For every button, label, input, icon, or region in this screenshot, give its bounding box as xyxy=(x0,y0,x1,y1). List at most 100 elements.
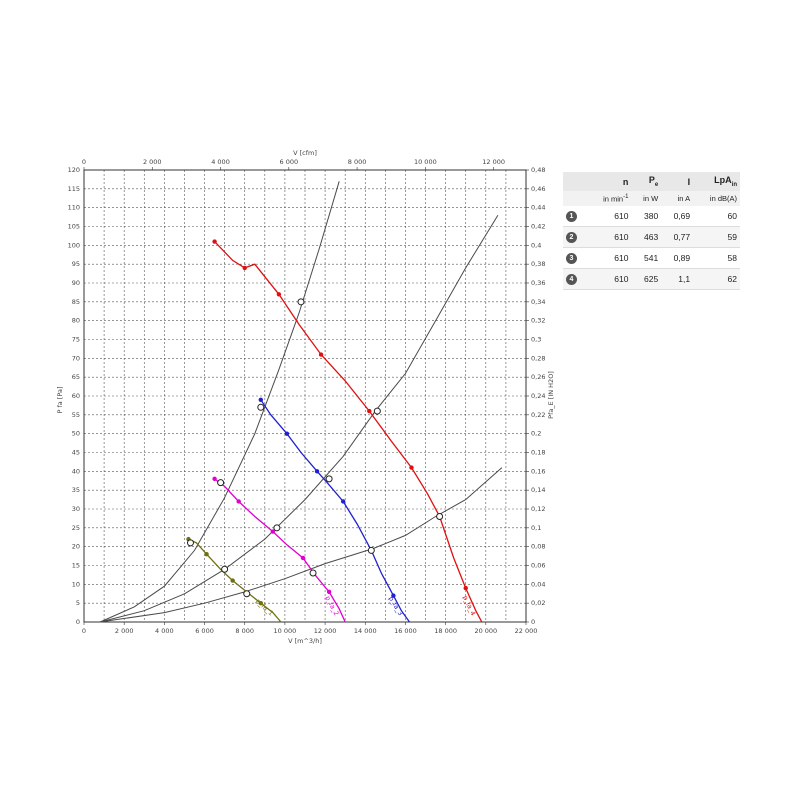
bottom-tick-label: 22 000 xyxy=(515,627,538,635)
curve-marker-pfa_1 xyxy=(258,600,263,606)
left-tick-label: 60 xyxy=(72,392,80,400)
cell-lpa: 60 xyxy=(727,211,737,221)
curve-marker-pfa_2 xyxy=(236,499,241,504)
operating-point xyxy=(367,546,375,554)
header-i: I xyxy=(661,172,694,191)
grid xyxy=(84,170,526,622)
right-tick-label: 0,32 xyxy=(531,317,545,325)
top-axis-title: V [cfm] xyxy=(293,149,317,157)
curve-marker-pfa_4 xyxy=(318,352,324,357)
bottom-tick-label: 0 xyxy=(82,627,86,635)
unit-i: in A xyxy=(661,191,694,206)
top-tick-label: 10 000 xyxy=(414,158,437,166)
system-curve xyxy=(99,181,340,623)
left-tick-label: 120 xyxy=(68,166,80,174)
right-tick-label: 0,02 xyxy=(531,599,545,607)
right-tick-label: 0,16 xyxy=(531,467,545,475)
left-tick-label: 5 xyxy=(76,599,80,607)
right-tick-label: 0,22 xyxy=(531,411,545,419)
operating-point xyxy=(325,475,333,483)
left-axis-title: P fa [Pa] xyxy=(56,386,64,413)
right-tick-label: 0,26 xyxy=(531,373,545,381)
row-number-badge: 3 xyxy=(566,253,577,264)
left-tick-label: 115 xyxy=(68,185,80,193)
curve-marker-pfa_3 xyxy=(340,499,346,504)
operating-point xyxy=(297,298,305,306)
table-row: 4 610 625 1,1 62 xyxy=(563,268,740,290)
curve-pfa_2 xyxy=(214,478,346,623)
bottom-tick-label: 20 000 xyxy=(474,627,497,635)
right-tick-label: 0,08 xyxy=(531,543,545,551)
row-number-badge: 4 xyxy=(566,274,577,285)
left-tick-label: 85 xyxy=(72,298,80,306)
right-tick-label: 0 xyxy=(531,618,535,626)
left-tick-label: 110 xyxy=(68,204,80,212)
curve-marker-pfa_3 xyxy=(314,469,320,474)
right-tick-label: 0,44 xyxy=(531,204,545,212)
cell-n: 610 xyxy=(614,211,629,221)
bottom-axis-title: V [m^3/h] xyxy=(288,637,322,645)
left-tick-label: 45 xyxy=(72,449,80,457)
right-tick-label: 0,12 xyxy=(531,505,545,513)
right-tick-label: 0,42 xyxy=(531,223,545,231)
system-curve xyxy=(99,214,499,623)
table-header-row: n Pe I LpAin xyxy=(563,172,740,191)
row-number-badge: 2 xyxy=(566,232,577,243)
top-tick-label: 2 000 xyxy=(143,158,162,166)
left-tick-label: 105 xyxy=(68,223,80,231)
header-empty xyxy=(563,172,587,191)
cell-lpa: 59 xyxy=(727,232,737,242)
cell-pe: 541 xyxy=(643,253,659,263)
bottom-tick-label: 12 000 xyxy=(314,627,337,635)
right-tick-label: 0,38 xyxy=(531,260,545,268)
left-tick-label: 40 xyxy=(72,467,80,475)
cell-lpa: 58 xyxy=(727,253,737,263)
table-row: 3 610 541 0,89 58 xyxy=(563,247,740,269)
curve-marker-pfa_2 xyxy=(326,589,332,595)
right-tick-label: 0,28 xyxy=(531,354,545,362)
bottom-tick-label: 16 000 xyxy=(394,627,417,635)
right-tick-label: 0,2 xyxy=(531,430,541,438)
header-pe: Pe xyxy=(631,172,662,191)
left-tick-label: 15 xyxy=(72,562,80,570)
curve-pfa_4 xyxy=(214,241,483,623)
operating-point xyxy=(257,403,265,411)
cell-pe: 625 xyxy=(643,274,659,284)
curve-marker-pfa_1 xyxy=(204,552,209,557)
left-tick-label: 70 xyxy=(72,354,80,362)
bottom-tick-label: 2 000 xyxy=(115,627,134,635)
curve-marker-pfa_1 xyxy=(230,578,235,583)
unit-empty xyxy=(563,191,587,206)
unit-pe: in W xyxy=(631,191,662,206)
top-tick-label: 8 000 xyxy=(348,158,367,166)
operating-point xyxy=(217,479,225,487)
right-tick-label: 0,04 xyxy=(531,580,545,588)
right-tick-label: 0,4 xyxy=(531,241,541,249)
left-tick-label: 100 xyxy=(68,241,80,249)
curve-marker-pfa_3 xyxy=(284,431,290,436)
bottom-tick-label: 14 000 xyxy=(354,627,377,635)
curve-marker-pfa_2 xyxy=(270,529,276,534)
axes: 0 5 10 15 20 25 30 35 40 45 50 55 60 65 70 75 80 85 90 95 10… xyxy=(56,149,555,645)
right-tick-label: 0,34 xyxy=(531,298,545,306)
left-tick-label: 35 xyxy=(72,486,80,494)
right-tick-label: 0,36 xyxy=(531,279,545,287)
curve-marker-pfa_4 xyxy=(212,239,217,244)
row-number-badge: 1 xyxy=(566,211,577,222)
table-row: 2 610 463 0,77 59 xyxy=(563,226,740,248)
bottom-tick-label: 6 000 xyxy=(195,627,214,635)
curve-marker-pfa_4 xyxy=(367,408,372,414)
left-tick-label: 55 xyxy=(72,411,80,419)
top-tick-label: 0 xyxy=(82,158,86,166)
curve-marker-pfa_4 xyxy=(463,585,468,591)
curve-marker-pfa_3 xyxy=(258,397,263,402)
left-tick-label: 95 xyxy=(72,260,80,268)
right-axis-title: Pfa_E [IN H2O] xyxy=(547,371,555,419)
fan-spec-table: n Pe I LpAin in min-1 in W in A in dB(A)… xyxy=(563,172,740,290)
right-tick-label: 0,3 xyxy=(531,336,541,344)
left-tick-label: 10 xyxy=(72,580,80,588)
left-tick-label: 75 xyxy=(72,336,80,344)
right-tick-label: 0,46 xyxy=(531,185,545,193)
header-lpa: LpAin xyxy=(693,172,740,191)
